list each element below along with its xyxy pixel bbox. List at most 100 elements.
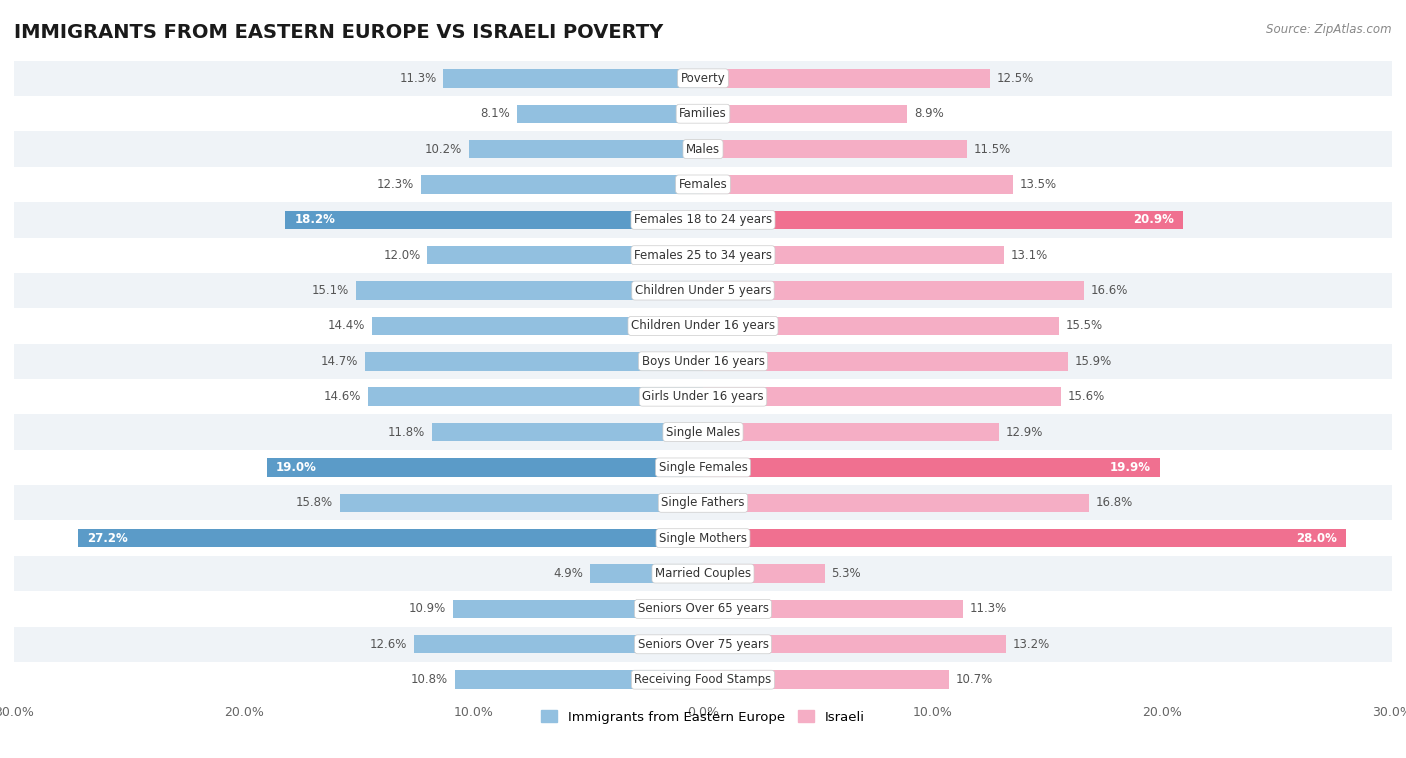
- Bar: [427, 246, 703, 265]
- Bar: [703, 140, 967, 158]
- Text: Girls Under 16 years: Girls Under 16 years: [643, 390, 763, 403]
- Bar: [591, 565, 703, 583]
- Text: Females: Females: [679, 178, 727, 191]
- Text: Females 18 to 24 years: Females 18 to 24 years: [634, 213, 772, 227]
- Text: 14.6%: 14.6%: [323, 390, 361, 403]
- Bar: [420, 175, 703, 193]
- Bar: [443, 69, 703, 87]
- Bar: [14, 96, 1392, 131]
- Bar: [703, 175, 1012, 193]
- Bar: [703, 635, 1007, 653]
- Text: 8.1%: 8.1%: [481, 107, 510, 121]
- Text: 8.9%: 8.9%: [914, 107, 943, 121]
- Text: Married Couples: Married Couples: [655, 567, 751, 580]
- Text: 13.2%: 13.2%: [1012, 637, 1050, 651]
- Bar: [14, 415, 1392, 449]
- Text: Boys Under 16 years: Boys Under 16 years: [641, 355, 765, 368]
- Bar: [14, 556, 1392, 591]
- Bar: [456, 671, 703, 689]
- Bar: [703, 387, 1062, 406]
- Bar: [79, 529, 703, 547]
- Bar: [703, 459, 1160, 477]
- Text: 12.9%: 12.9%: [1007, 425, 1043, 439]
- Text: 11.8%: 11.8%: [388, 425, 425, 439]
- Bar: [368, 387, 703, 406]
- Text: 15.1%: 15.1%: [312, 284, 349, 297]
- Bar: [14, 591, 1392, 627]
- Text: 19.9%: 19.9%: [1109, 461, 1152, 474]
- Bar: [703, 529, 1346, 547]
- Text: Single Females: Single Females: [658, 461, 748, 474]
- Bar: [14, 61, 1392, 96]
- Text: 11.5%: 11.5%: [974, 143, 1011, 155]
- Text: 28.0%: 28.0%: [1296, 531, 1337, 545]
- Bar: [14, 273, 1392, 309]
- Text: Single Mothers: Single Mothers: [659, 531, 747, 545]
- Bar: [703, 105, 907, 123]
- Bar: [14, 521, 1392, 556]
- Text: Single Males: Single Males: [666, 425, 740, 439]
- Bar: [267, 459, 703, 477]
- Text: 16.6%: 16.6%: [1091, 284, 1129, 297]
- Text: 11.3%: 11.3%: [399, 72, 437, 85]
- Text: 10.2%: 10.2%: [425, 143, 461, 155]
- Bar: [285, 211, 703, 229]
- Bar: [703, 565, 825, 583]
- Bar: [14, 343, 1392, 379]
- Text: 12.0%: 12.0%: [384, 249, 420, 262]
- Text: 10.7%: 10.7%: [956, 673, 993, 686]
- Text: Single Fathers: Single Fathers: [661, 496, 745, 509]
- Text: IMMIGRANTS FROM EASTERN EUROPE VS ISRAELI POVERTY: IMMIGRANTS FROM EASTERN EUROPE VS ISRAEL…: [14, 23, 664, 42]
- Bar: [340, 493, 703, 512]
- Text: 15.8%: 15.8%: [297, 496, 333, 509]
- Text: Children Under 16 years: Children Under 16 years: [631, 319, 775, 333]
- Bar: [14, 131, 1392, 167]
- Text: 12.3%: 12.3%: [377, 178, 413, 191]
- Text: 12.6%: 12.6%: [370, 637, 406, 651]
- Bar: [703, 352, 1069, 371]
- Text: Males: Males: [686, 143, 720, 155]
- Bar: [703, 69, 990, 87]
- Bar: [703, 211, 1182, 229]
- Text: Seniors Over 75 years: Seniors Over 75 years: [637, 637, 769, 651]
- Bar: [14, 485, 1392, 521]
- Text: 12.5%: 12.5%: [997, 72, 1035, 85]
- Text: 18.2%: 18.2%: [294, 213, 335, 227]
- Bar: [703, 423, 1000, 441]
- Bar: [703, 600, 963, 618]
- Text: 13.5%: 13.5%: [1019, 178, 1057, 191]
- Bar: [356, 281, 703, 299]
- Bar: [703, 671, 949, 689]
- Bar: [14, 167, 1392, 202]
- Text: Seniors Over 65 years: Seniors Over 65 years: [637, 603, 769, 615]
- Bar: [468, 140, 703, 158]
- Text: 20.9%: 20.9%: [1133, 213, 1174, 227]
- Text: 14.4%: 14.4%: [328, 319, 366, 333]
- Text: Families: Families: [679, 107, 727, 121]
- Bar: [703, 493, 1088, 512]
- Legend: Immigrants from Eastern Europe, Israeli: Immigrants from Eastern Europe, Israeli: [536, 705, 870, 729]
- Bar: [703, 246, 1004, 265]
- Bar: [703, 281, 1084, 299]
- Text: 19.0%: 19.0%: [276, 461, 316, 474]
- Text: Children Under 5 years: Children Under 5 years: [634, 284, 772, 297]
- Text: 16.8%: 16.8%: [1095, 496, 1133, 509]
- Text: Source: ZipAtlas.com: Source: ZipAtlas.com: [1267, 23, 1392, 36]
- Text: Females 25 to 34 years: Females 25 to 34 years: [634, 249, 772, 262]
- Bar: [373, 317, 703, 335]
- Text: 27.2%: 27.2%: [87, 531, 128, 545]
- Text: 15.9%: 15.9%: [1076, 355, 1112, 368]
- Text: Poverty: Poverty: [681, 72, 725, 85]
- Text: 15.5%: 15.5%: [1066, 319, 1102, 333]
- Bar: [366, 352, 703, 371]
- Text: 10.9%: 10.9%: [409, 603, 446, 615]
- Bar: [14, 449, 1392, 485]
- Bar: [14, 202, 1392, 237]
- Text: 4.9%: 4.9%: [554, 567, 583, 580]
- Bar: [14, 379, 1392, 415]
- Text: 11.3%: 11.3%: [969, 603, 1007, 615]
- Text: Receiving Food Stamps: Receiving Food Stamps: [634, 673, 772, 686]
- Bar: [517, 105, 703, 123]
- Text: 5.3%: 5.3%: [831, 567, 862, 580]
- Text: 13.1%: 13.1%: [1011, 249, 1047, 262]
